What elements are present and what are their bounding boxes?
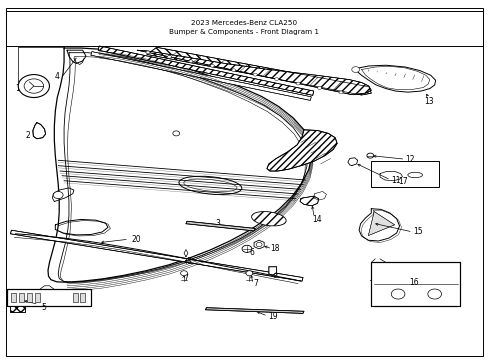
Text: 20: 20 (131, 235, 141, 244)
Polygon shape (268, 267, 276, 275)
Polygon shape (205, 308, 304, 314)
Circle shape (390, 289, 404, 299)
Text: 6: 6 (249, 248, 254, 257)
Bar (80, 293, 84, 302)
Text: 7: 7 (183, 274, 188, 283)
Circle shape (18, 75, 49, 98)
Text: 13: 13 (423, 97, 433, 106)
Polygon shape (6, 289, 91, 306)
Ellipse shape (251, 212, 285, 226)
Bar (73, 293, 78, 302)
Circle shape (167, 55, 171, 58)
Circle shape (338, 91, 342, 94)
Bar (19, 293, 24, 302)
Circle shape (256, 242, 262, 247)
Text: 15: 15 (412, 228, 422, 237)
Polygon shape (33, 123, 45, 139)
Text: 2023 Mercedes-Benz CLA250
Bumper & Components - Front Diagram 1: 2023 Mercedes-Benz CLA250 Bumper & Compo… (169, 21, 319, 35)
Bar (11, 293, 16, 302)
Text: 11: 11 (390, 176, 400, 185)
Polygon shape (10, 306, 25, 312)
Polygon shape (137, 50, 370, 95)
Circle shape (180, 271, 187, 276)
Polygon shape (370, 262, 459, 306)
Bar (370, 161, 438, 187)
Circle shape (351, 67, 359, 72)
Ellipse shape (179, 176, 241, 194)
Circle shape (274, 78, 278, 81)
Polygon shape (91, 51, 311, 100)
Text: 16: 16 (408, 278, 418, 287)
Text: 2: 2 (25, 131, 30, 140)
Circle shape (296, 82, 300, 85)
Circle shape (172, 131, 179, 136)
Circle shape (188, 60, 192, 63)
Text: 5: 5 (41, 303, 46, 312)
Circle shape (317, 86, 321, 89)
Circle shape (146, 51, 150, 54)
Polygon shape (266, 130, 336, 171)
Polygon shape (367, 212, 394, 235)
Text: 10: 10 (273, 218, 283, 227)
Circle shape (231, 69, 235, 72)
Circle shape (53, 192, 63, 199)
Circle shape (245, 271, 252, 276)
Bar (5, 12, 483, 45)
Text: 14: 14 (311, 215, 321, 224)
Text: 4: 4 (54, 72, 59, 81)
Bar (27, 293, 32, 302)
Circle shape (242, 245, 251, 252)
Circle shape (253, 73, 257, 76)
Polygon shape (300, 196, 318, 206)
Text: 12: 12 (405, 155, 414, 164)
Circle shape (427, 289, 441, 299)
Text: 19: 19 (267, 312, 277, 321)
Polygon shape (10, 230, 303, 281)
Polygon shape (98, 46, 313, 95)
Text: 18: 18 (269, 244, 279, 253)
Text: 1: 1 (15, 84, 20, 93)
Text: 9: 9 (272, 270, 277, 279)
Polygon shape (147, 47, 370, 95)
Polygon shape (185, 221, 255, 231)
Bar (35, 293, 40, 302)
Text: 17: 17 (397, 177, 407, 186)
Text: 8: 8 (185, 257, 190, 266)
Text: 7: 7 (253, 279, 258, 288)
Text: 3: 3 (215, 219, 220, 228)
Circle shape (24, 79, 43, 93)
Circle shape (210, 64, 214, 67)
Circle shape (366, 153, 373, 158)
